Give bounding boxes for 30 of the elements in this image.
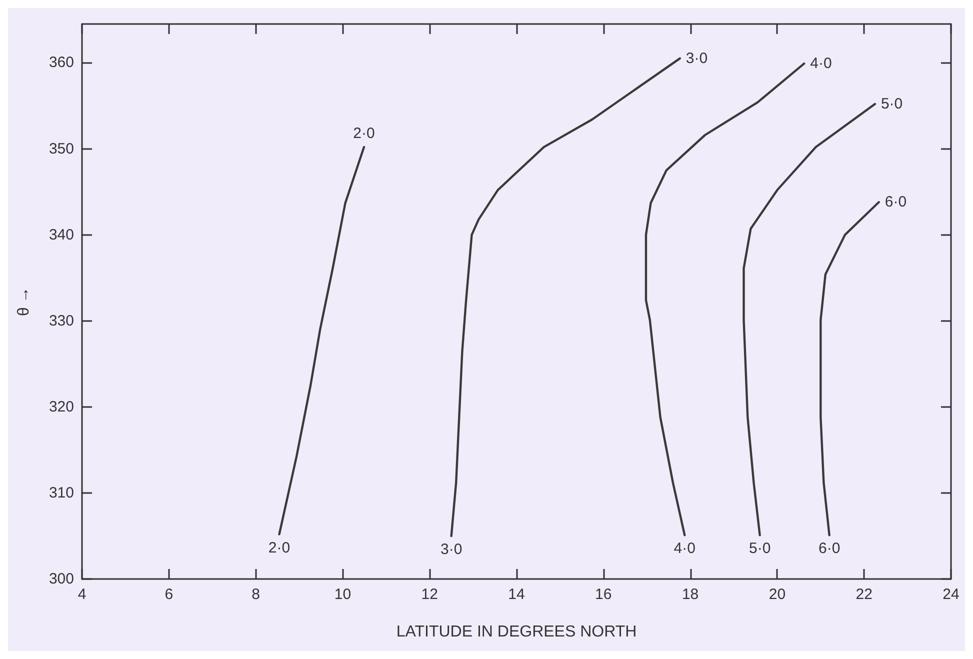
x-tick-label: 16 xyxy=(595,586,612,603)
x-axis-title: LATITUDE IN DEGREES NORTH xyxy=(396,624,637,640)
x-tick-label: 22 xyxy=(856,586,872,603)
text: 5·0 xyxy=(748,540,771,558)
y-tick-label: 310 xyxy=(48,484,74,502)
y-tick-label: 300 xyxy=(48,570,74,588)
x-tick-label: 10 xyxy=(334,586,352,603)
series-label: 6·0 xyxy=(884,194,907,211)
x-tick-label: 4 xyxy=(78,586,86,603)
legend-label: 3·0 xyxy=(686,50,708,67)
y-axis-title: θ → xyxy=(16,286,32,316)
x-tick-label: 20 xyxy=(768,586,786,603)
text: 4·0 xyxy=(674,540,696,558)
y-tick-label: 360 xyxy=(48,54,74,72)
text: 6·0 xyxy=(818,540,840,558)
y-tick-label: 320 xyxy=(48,398,74,416)
text: 2·0 xyxy=(353,125,375,142)
x-tick-label: 24 xyxy=(942,586,960,603)
series-label: 5·0 xyxy=(880,96,903,113)
x-tick-label: 8 xyxy=(252,586,260,603)
y-tick-label: 330 xyxy=(48,312,74,330)
x-tick-label: 18 xyxy=(682,586,699,603)
series-label: 4·0 xyxy=(810,55,832,72)
series-label: 2·0 xyxy=(268,539,290,556)
x-tick-label: 14 xyxy=(508,586,525,603)
y-tick-label: 340 xyxy=(48,226,74,244)
x-tick-label: 12 xyxy=(421,586,438,603)
x-tick-label: 6 xyxy=(164,586,174,603)
y-tick-label: 350 xyxy=(48,140,74,158)
text: 3·0 xyxy=(440,540,462,558)
